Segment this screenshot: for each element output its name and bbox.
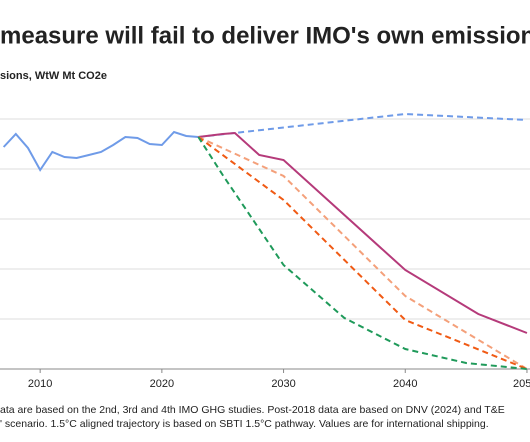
series-line (198, 131, 528, 334)
x-tick-label: 2030 (271, 378, 295, 390)
series-line (198, 112, 528, 138)
series-line (197, 136, 528, 370)
footnote: ' scenario. 1.5°C aligned trajectory is … (0, 418, 489, 430)
x-tick-label: 2020 (150, 378, 174, 390)
x-tick-label: 2040 (393, 378, 417, 390)
x-tick-label: 205 (513, 378, 530, 390)
chart-title: measure will fail to deliver IMO's own e… (0, 22, 530, 49)
series-line (2, 130, 199, 172)
series-line (197, 136, 528, 370)
series-line (197, 136, 528, 370)
x-tick-label: 2010 (28, 378, 52, 390)
footnote: ata are based on the 2nd, 3rd and 4th IM… (0, 404, 505, 416)
chart-subtitle: sions, WtW Mt CO2e (0, 70, 107, 82)
